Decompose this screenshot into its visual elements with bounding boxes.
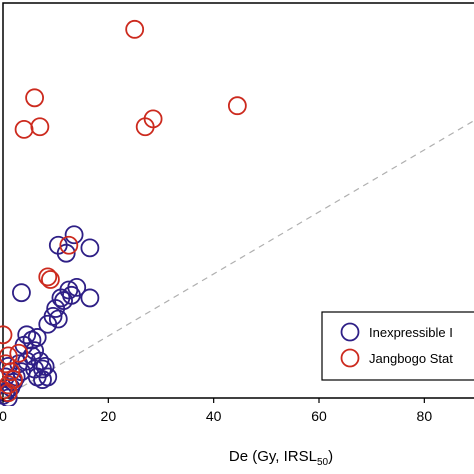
data-point-inexpressible [48, 309, 68, 329]
data-point-inexpressible [56, 243, 76, 263]
data-point-inexpressible [51, 288, 71, 308]
plot-frame [2, 2, 474, 399]
x-tick-label: 0 [0, 408, 7, 424]
data-point-jangbogo [0, 325, 13, 345]
data-point-jangbogo [0, 383, 18, 403]
x-tick-label: 80 [417, 408, 433, 424]
data-point-inexpressible [22, 330, 42, 350]
data-point-jangbogo [30, 117, 50, 137]
plot-border [2, 2, 474, 399]
reference-line-layer [2, 119, 474, 399]
data-point-inexpressible [38, 367, 58, 387]
data-point-inexpressible [46, 299, 66, 318]
data-point-inexpressible [30, 351, 50, 371]
data-points-layer [0, 19, 247, 406]
data-point-jangbogo [143, 109, 163, 129]
data-point-jangbogo [14, 119, 34, 139]
one-to-one-reference-line [2, 119, 474, 399]
data-point-inexpressible [35, 356, 55, 376]
data-point-jangbogo [38, 267, 58, 287]
legend: Inexpressible I Jangbogo Stat [321, 311, 474, 381]
legend-marker-jangbogo [340, 348, 360, 368]
data-point-inexpressible [64, 225, 84, 245]
data-point-inexpressible [17, 325, 37, 345]
data-point-jangbogo [9, 343, 29, 363]
x-tick-label: 60 [311, 408, 327, 424]
data-point-jangbogo [227, 96, 247, 116]
legend-box [321, 311, 474, 381]
data-point-jangbogo [1, 362, 21, 382]
data-point-jangbogo [59, 235, 79, 255]
x-axis-ticks: 0 20 40 60 80 [0, 398, 432, 424]
data-point-jangbogo [125, 19, 145, 39]
data-point-inexpressible [38, 314, 58, 334]
x-tick-label: 20 [101, 408, 117, 424]
x-axis-label-subscript: 50 [317, 457, 329, 468]
x-tick-label: 40 [206, 408, 222, 424]
data-point-inexpressible [12, 283, 31, 303]
data-point-inexpressible [0, 388, 18, 406]
data-point-jangbogo [41, 270, 60, 289]
legend-marker-inexpressible [340, 322, 360, 342]
x-axis-label-main: De (Gy, IRSL [229, 448, 317, 465]
legend-label-jangbogo: Jangbogo Stat [369, 351, 453, 366]
legend-entry-jangbogo: Jangbogo Stat [340, 348, 453, 368]
x-axis-label-close: ) [328, 448, 333, 465]
data-point-jangbogo [0, 375, 18, 395]
data-point-inexpressible [80, 288, 100, 308]
legend-label-inexpressible: Inexpressible I [369, 325, 453, 340]
data-point-jangbogo [25, 88, 44, 108]
legend-entry-inexpressible: Inexpressible I [340, 322, 453, 342]
x-axis-label: De (Gy, IRSL50) [229, 448, 333, 468]
data-point-inexpressible [80, 238, 100, 258]
data-point-jangbogo [4, 370, 23, 389]
